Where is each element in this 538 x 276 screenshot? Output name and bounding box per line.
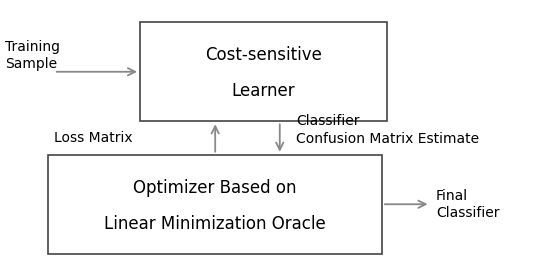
Bar [140, 22, 387, 121]
Text: Final
Classifier: Final Classifier [436, 189, 499, 220]
Text: Linear Minimization Oracle: Linear Minimization Oracle [104, 214, 326, 233]
Bar [48, 155, 382, 254]
Text: Learner: Learner [232, 82, 295, 100]
Text: Cost-sensitive: Cost-sensitive [205, 46, 322, 64]
Text: Training
Sample: Training Sample [5, 39, 60, 71]
Text: Loss Matrix: Loss Matrix [54, 131, 132, 145]
Text: Optimizer Based on: Optimizer Based on [133, 179, 297, 197]
Text: Classifier
Confusion Matrix Estimate: Classifier Confusion Matrix Estimate [296, 113, 479, 146]
